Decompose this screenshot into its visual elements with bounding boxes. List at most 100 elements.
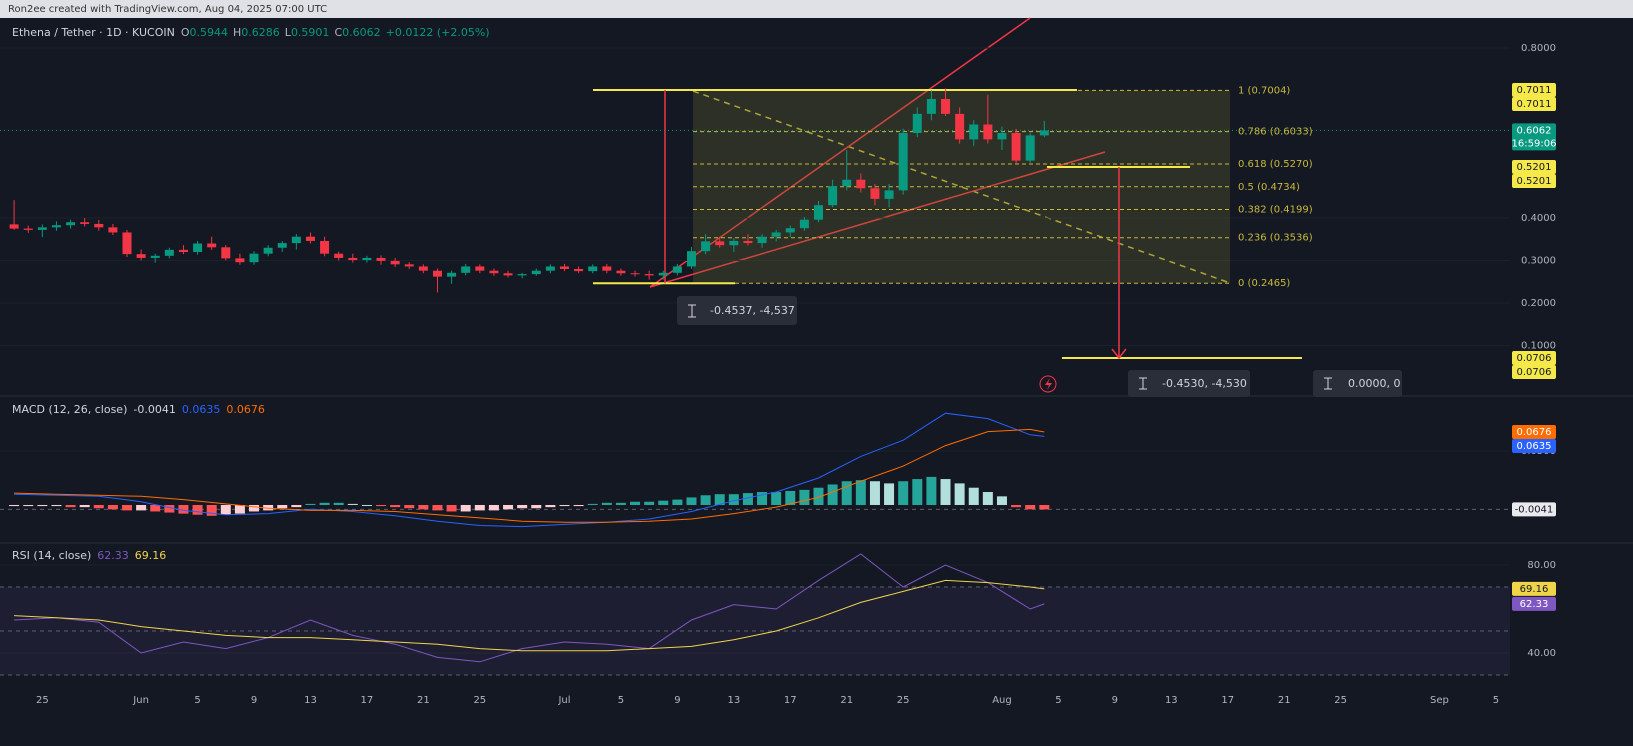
- rsi-legend: RSI (14, close) 62.33 69.16: [12, 549, 166, 562]
- histogram-bar: [658, 500, 669, 505]
- histogram-bar: [531, 504, 542, 509]
- legend-key: O: [181, 26, 190, 39]
- fib-label: 0.236 (0.3536): [1238, 233, 1313, 244]
- header-credit: Ron2ee created with TradingView.com, Aug…: [8, 4, 327, 15]
- legend-key: H: [233, 26, 241, 39]
- candle-body: [672, 266, 682, 273]
- measure-icon: [1324, 377, 1332, 390]
- indicator-title: MACD (12, 26, close): [12, 403, 127, 416]
- candle-body: [644, 274, 654, 276]
- measure-bg: [677, 296, 797, 325]
- fib-label: 0.618 (0.5270): [1238, 159, 1313, 170]
- candle-body: [828, 186, 838, 206]
- y-tick-label: 80.00: [1527, 560, 1556, 571]
- event-bolt[interactable]: [1045, 378, 1052, 390]
- histogram-bar: [785, 490, 796, 505]
- candle-body: [221, 247, 231, 259]
- measure-box: -0.4537, -4,537: [677, 296, 797, 325]
- histogram-bar: [940, 479, 951, 505]
- axis-price-box: [1512, 173, 1556, 188]
- header-bar: [0, 0, 1633, 18]
- legend-key: C: [334, 26, 342, 39]
- axis-price-label: 69.16: [1520, 584, 1549, 595]
- candle-body: [856, 179, 866, 189]
- histogram-bar: [1039, 504, 1050, 510]
- legend-value: 0.0676: [226, 403, 265, 416]
- legend-value: 0.5944: [190, 26, 229, 39]
- histogram-bar: [220, 504, 231, 515]
- histogram-bar: [700, 495, 711, 505]
- axis-price-box: [1512, 159, 1556, 174]
- fib-label: 0.382 (0.4199): [1238, 205, 1313, 216]
- histogram-bar: [460, 504, 471, 512]
- histogram-bar: [926, 476, 937, 505]
- measure-box: 0.0000, 0: [1313, 370, 1402, 397]
- legend-value: 0.5901: [291, 26, 330, 39]
- x-tick-label: 25: [36, 695, 49, 706]
- event-icon[interactable]: [1039, 375, 1057, 393]
- histogram-bar: [757, 492, 768, 505]
- candle-body: [263, 247, 273, 254]
- histogram-bar: [446, 504, 457, 512]
- histogram-bar: [305, 503, 316, 505]
- candle-body: [362, 257, 372, 261]
- x-tick-label: 25: [1334, 695, 1347, 706]
- histogram-bar: [150, 504, 161, 512]
- histogram-bar: [107, 504, 118, 510]
- candle-body: [842, 179, 852, 187]
- indicator-line: [14, 412, 1045, 528]
- x-tick-label: Aug: [992, 695, 1012, 706]
- histogram-bar: [333, 502, 344, 505]
- histogram-bar: [982, 492, 993, 505]
- histogram-bar: [644, 501, 655, 505]
- histogram-bar: [206, 504, 217, 516]
- candle-body: [898, 132, 908, 191]
- candle-body: [785, 228, 795, 233]
- arrow-head: [1111, 348, 1127, 360]
- candle-body: [870, 188, 880, 199]
- histogram-bar: [277, 504, 288, 509]
- candle-body: [150, 255, 160, 258]
- histogram-bar: [404, 504, 415, 509]
- histogram-bar: [390, 504, 401, 508]
- event-circle[interactable]: [1039, 375, 1057, 393]
- x-tick-label: 21: [1278, 695, 1291, 706]
- legend-change: +0.0122 (+2.05%): [386, 26, 490, 39]
- histogram-bar: [799, 489, 810, 505]
- candle-body: [390, 260, 400, 265]
- candle-body: [517, 274, 527, 276]
- histogram-bar: [65, 504, 76, 508]
- x-tick-label: 5: [618, 695, 624, 706]
- axis-price-label: 62.33: [1520, 599, 1549, 610]
- candle-body: [23, 228, 33, 230]
- histogram-bar: [192, 504, 203, 515]
- legend-value: 0.6286: [241, 26, 280, 39]
- candle-body: [376, 257, 386, 261]
- histogram-bar: [827, 484, 838, 505]
- axis-price-label: 0.5201: [1517, 176, 1552, 187]
- x-tick-label: 17: [361, 695, 374, 706]
- candle-body: [164, 249, 174, 256]
- histogram-bar: [1025, 504, 1036, 510]
- histogram-bar: [601, 502, 612, 505]
- x-tick-label: 9: [1112, 695, 1118, 706]
- histogram-bar: [898, 481, 909, 505]
- histogram-bar: [263, 504, 274, 511]
- histogram-bar: [996, 496, 1007, 505]
- histogram-bar: [912, 479, 923, 505]
- x-tick-label: 17: [784, 695, 797, 706]
- candle-body: [686, 251, 696, 267]
- axis-price-box: [1512, 350, 1556, 365]
- candle-body: [531, 270, 541, 275]
- candle-body: [461, 266, 471, 273]
- candle-body: [1011, 132, 1021, 161]
- legend-value: -0.0041: [133, 403, 175, 416]
- candle-body: [616, 270, 626, 274]
- trend-dashed: [692, 90, 1231, 284]
- histogram-bar: [488, 504, 499, 511]
- candle-body: [404, 264, 414, 267]
- candle-body: [799, 219, 809, 229]
- candle-body: [51, 225, 61, 228]
- y-tick-label: 40.00: [1527, 648, 1556, 659]
